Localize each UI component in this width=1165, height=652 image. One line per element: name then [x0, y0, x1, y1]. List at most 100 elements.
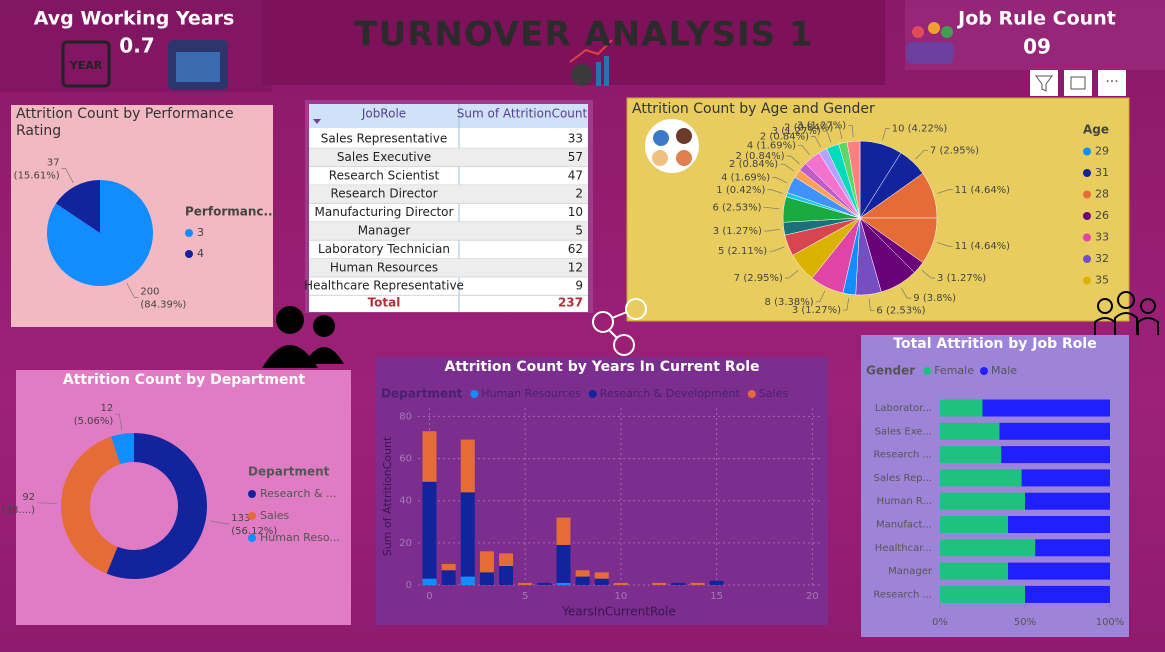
- table-header-bg: [309, 104, 588, 128]
- leader-line: [767, 189, 783, 194]
- data-label-percent: (0.42%): [726, 185, 766, 196]
- bar-segment: [940, 469, 1022, 487]
- data-label-value: 133: [231, 513, 250, 524]
- data-label: 3 (1.27%): [937, 273, 986, 284]
- data-label-percent: (56.12%): [231, 526, 277, 537]
- legend-marker: [185, 250, 193, 258]
- kpi-label: Avg Working Years: [34, 8, 235, 30]
- table-cell: 5: [575, 224, 583, 238]
- data-label: 11 (4.64%): [955, 185, 1011, 196]
- bar-segment: [652, 582, 667, 585]
- legend-label: Sales: [759, 387, 789, 400]
- leader-line: [937, 242, 953, 247]
- leader-line: [815, 290, 826, 303]
- bar-segment: [422, 431, 437, 482]
- y-tick-label: 20: [399, 538, 412, 549]
- data-label-value: 2: [736, 151, 742, 162]
- y-tick-label: Manager: [888, 566, 933, 577]
- legend-label: Human Resources: [481, 387, 581, 400]
- leader-line: [848, 124, 854, 138]
- bar-segment: [1008, 562, 1110, 580]
- data-label: 1 (0.42%): [716, 185, 765, 196]
- legend-label: 35: [1095, 274, 1109, 287]
- data-label: 200 (84.39%): [140, 286, 186, 310]
- money-icon: [569, 39, 613, 86]
- data-label-percent: (0.84%): [794, 122, 834, 133]
- table-cell: 12: [568, 260, 583, 274]
- legend-marker: [588, 390, 597, 398]
- data-label-value: 4: [747, 140, 753, 151]
- bar-segment: [499, 553, 514, 567]
- x-tick-label: 10: [615, 591, 628, 602]
- legend-label: Research & Development: [600, 387, 741, 400]
- visual-toolbar[interactable]: ···: [1030, 70, 1126, 96]
- bar-segment: [479, 551, 494, 573]
- data-label-percent: (1.69%): [731, 173, 771, 184]
- people-icon: [906, 22, 954, 64]
- chart-title: Attrition Count by Age and Gender: [632, 101, 875, 117]
- bar-segment: [479, 572, 494, 585]
- data-label: 3 (1.27%): [772, 126, 821, 137]
- bar-segment: [556, 544, 571, 583]
- x-tick-label: 5: [522, 591, 528, 602]
- data-label-percent: (2.95%): [743, 273, 783, 284]
- page-title: TURNOVER ANALYSIS 1: [354, 15, 813, 55]
- svg-text:···: ···: [1105, 74, 1118, 90]
- legend-title: Performanc...: [185, 205, 277, 219]
- data-label-value: 200: [140, 286, 159, 297]
- data-label-percent: (2.11%): [728, 246, 768, 257]
- table-cell: 33: [568, 132, 583, 146]
- table-cell: Sales Representative: [321, 132, 447, 146]
- chart-title: Total Attrition by Job Role: [893, 336, 1096, 352]
- legend-marker: [979, 367, 988, 375]
- leader-line: [921, 269, 936, 279]
- team-icon: [1094, 291, 1159, 335]
- y-tick-label: Research ...: [873, 450, 932, 461]
- legend-label: Sales: [260, 509, 290, 522]
- slice: [106, 432, 208, 579]
- data-label: 7 (2.95%): [734, 273, 783, 284]
- legend-label: 29: [1095, 145, 1109, 158]
- data-label-value: 4: [721, 173, 727, 184]
- data-label-percent: (3.38%): [774, 297, 814, 308]
- table-row-bg: [309, 148, 588, 167]
- bar-segment: [940, 562, 1008, 580]
- data-label-percent: (1.27%): [801, 305, 841, 316]
- leader-line: [61, 168, 74, 183]
- bar-segment: [1008, 516, 1110, 533]
- legend-label: 4: [197, 247, 204, 260]
- bar-segment: [940, 585, 1025, 603]
- legend-label: Human Reso...: [260, 531, 340, 544]
- legend-title: Age: [1083, 123, 1109, 137]
- bar-segment: [556, 517, 571, 545]
- data-label-value: 3: [772, 126, 778, 137]
- y-tick-label: Sales Rep...: [874, 473, 932, 484]
- bar-segment: [460, 439, 475, 493]
- legend-label: 33: [1095, 231, 1109, 244]
- y-tick-label: Laborator...: [875, 403, 932, 414]
- calendar-icon: YEAR: [61, 40, 228, 90]
- data-label-percent: (1.27%): [722, 226, 762, 237]
- data-label-percent: (3.8%): [923, 293, 956, 304]
- slice: [846, 140, 861, 219]
- leader-line: [822, 130, 832, 143]
- y-tick-label: Manufact...: [876, 520, 932, 531]
- data-label-percent: (1.69%): [756, 140, 796, 151]
- data-label: 133 (56.12%): [231, 513, 277, 537]
- table-cell: 2: [575, 187, 583, 201]
- table-total: 237: [558, 296, 583, 310]
- data-label: 12 (5.06%): [74, 403, 114, 427]
- data-label-percent: (4.64%): [971, 185, 1011, 196]
- table-total: Total: [368, 296, 401, 310]
- bar-segment: [460, 576, 475, 585]
- legend-label: Female: [934, 364, 974, 377]
- data-label-value: 6: [712, 203, 718, 214]
- kpi-label: Job Rule Count: [956, 8, 1116, 30]
- data-label: 6 (2.53%): [876, 305, 925, 316]
- legend-title: Department: [248, 465, 330, 479]
- chart-title: Attrition Count by Years In Current Role: [444, 359, 759, 375]
- leader-line: [915, 150, 928, 160]
- bar-segment: [999, 422, 1110, 440]
